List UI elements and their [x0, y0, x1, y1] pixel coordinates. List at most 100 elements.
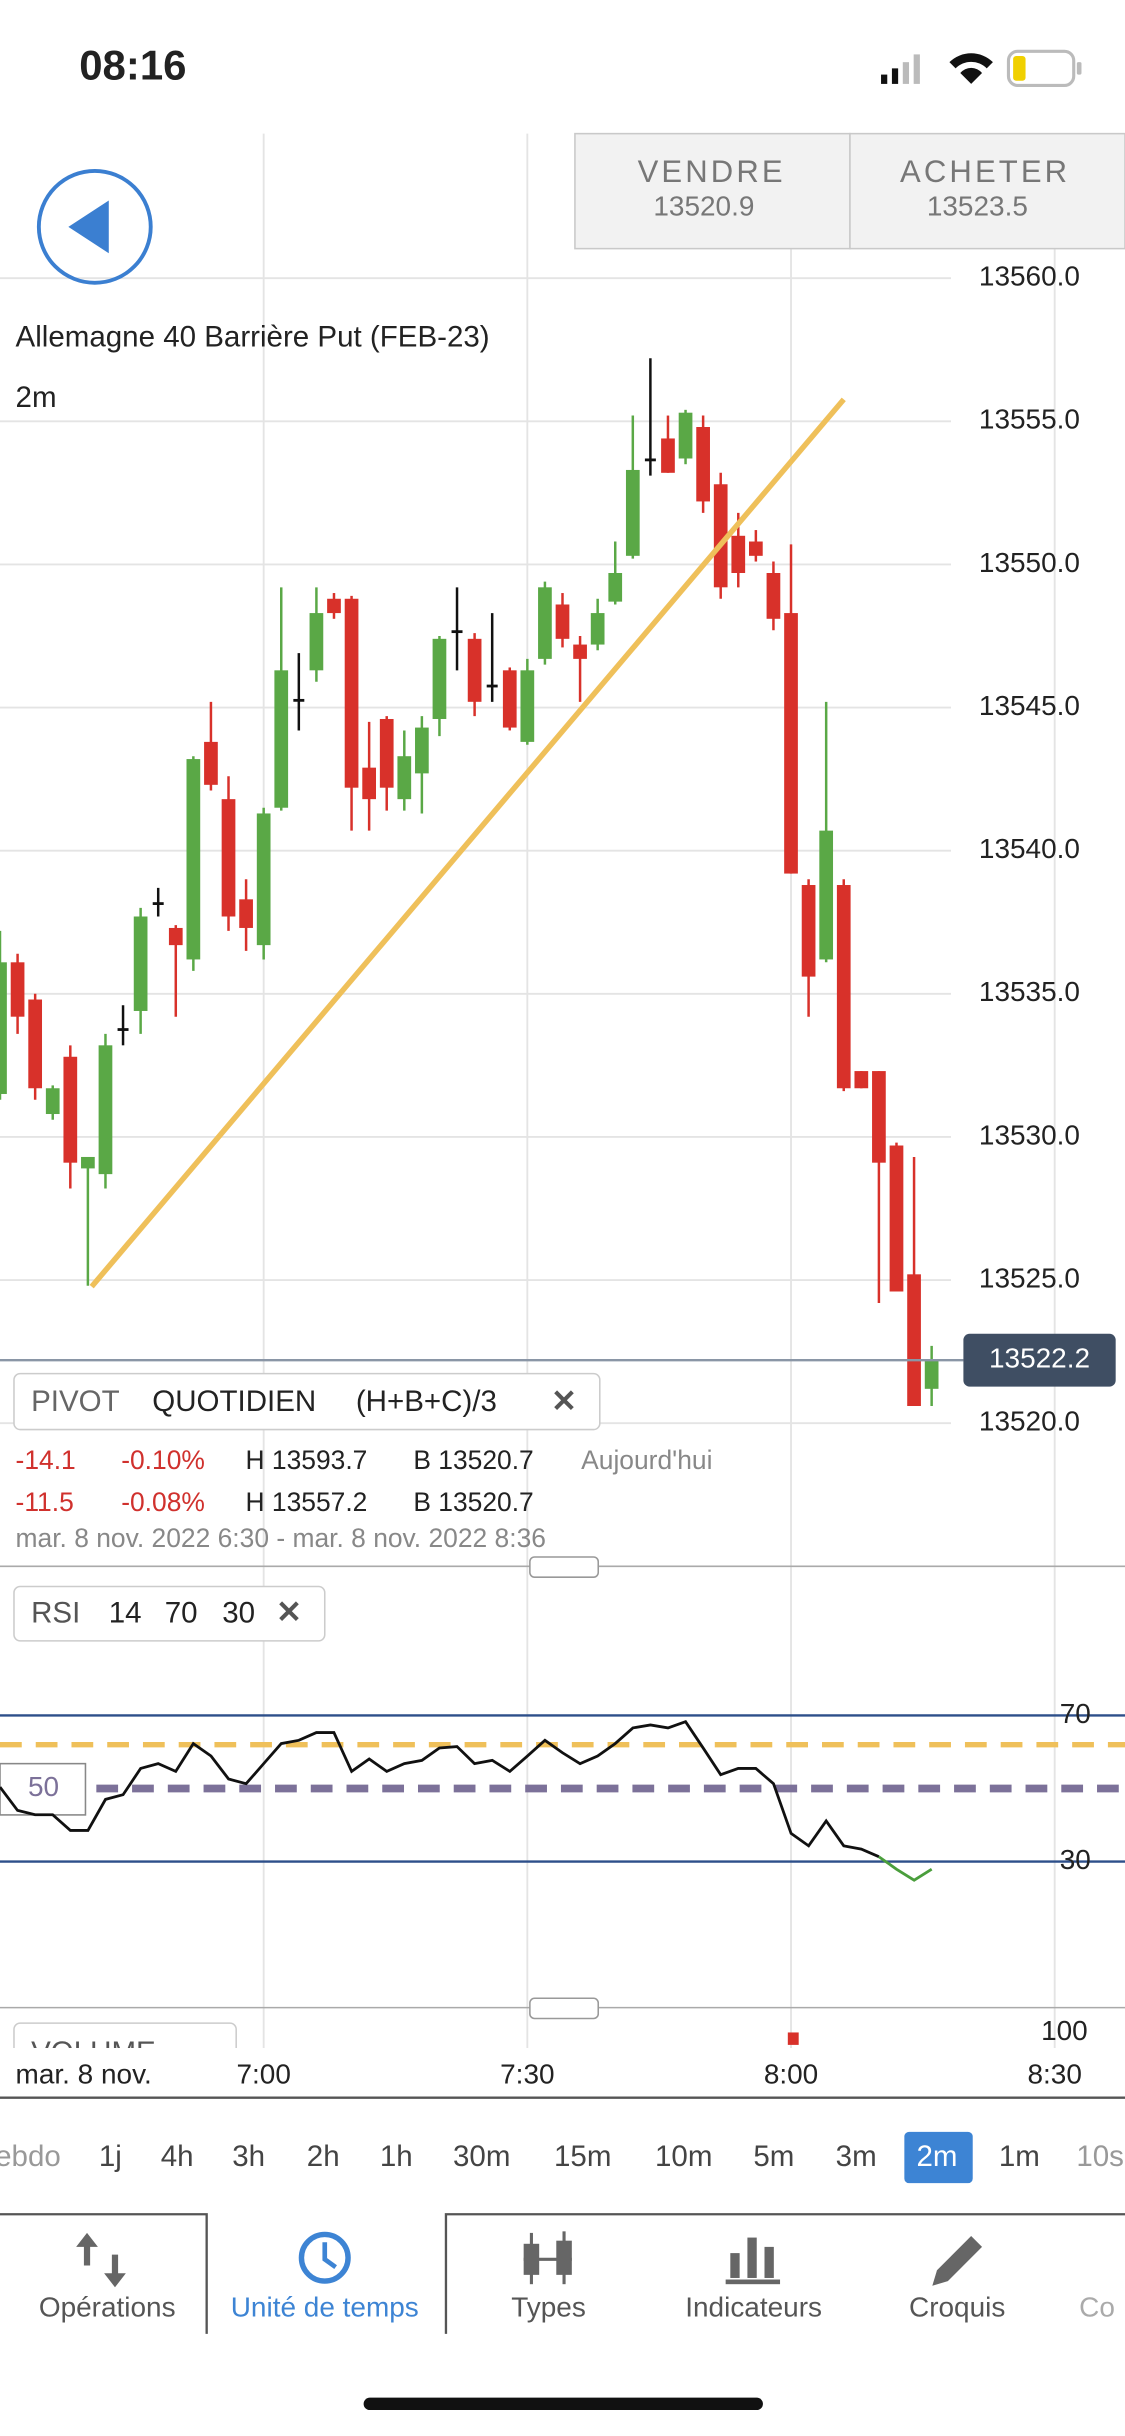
candle-body [221, 799, 236, 917]
change: -11.5 [16, 1487, 74, 1517]
candle-body [836, 885, 851, 1089]
candle-body [555, 604, 570, 639]
candle-body [152, 902, 164, 905]
candle-body [379, 718, 394, 788]
candle-body [749, 541, 763, 556]
candle-body [678, 412, 693, 459]
candle-body [451, 630, 463, 634]
last-price-label: 13522.2 [989, 1343, 1090, 1374]
timeframe[interactable]: 30m [453, 2140, 510, 2173]
period-label: Aujourd'hui [581, 1445, 712, 1475]
candle-body [538, 587, 552, 659]
candle-body [573, 644, 587, 659]
pivot-box[interactable] [13, 1372, 601, 1431]
candle-body [819, 830, 834, 960]
candle-body [731, 535, 746, 573]
chart-title: Allemagne 40 Barrière Put (FEB-23) [16, 321, 490, 354]
y-tick-label: 13555.0 [979, 404, 1080, 435]
back-button[interactable] [36, 168, 153, 285]
high: H 13593.7 [246, 1445, 368, 1475]
tab-bar-border [0, 2213, 1125, 2334]
timeframe[interactable]: 4h [161, 2140, 194, 2173]
tab[interactable]: Croquis [909, 2291, 1005, 2322]
change-percent: -0.10% [121, 1445, 205, 1475]
candle-body [256, 813, 271, 946]
candle-body [344, 598, 359, 788]
timeframe[interactable]: 10s [1076, 2140, 1124, 2173]
y-tick-label: 30 [1060, 1844, 1091, 1875]
timeframe[interactable]: 5m [753, 2140, 794, 2173]
tab[interactable]: Types [511, 2291, 586, 2322]
y-tick-label: 13520.0 [979, 1406, 1080, 1437]
candle-body [81, 1156, 95, 1169]
buy-label: ACHETER [900, 154, 1070, 189]
timeframe[interactable]: 15m [554, 2140, 611, 2173]
trendline-drawing [89, 397, 846, 1289]
candle-body [907, 1274, 921, 1406]
candle-body [168, 927, 183, 946]
candle-body [872, 1071, 886, 1163]
candle-body [28, 999, 43, 1089]
chart-subtitle: 2m [16, 381, 57, 414]
panel-handle[interactable] [529, 1556, 600, 1578]
y-tick-label: 13525.0 [979, 1262, 1080, 1293]
pivot-period: QUOTIDIEN [152, 1385, 316, 1418]
close-icon[interactable]: ✕ [276, 1595, 302, 1630]
timeframe[interactable]: ebdo [0, 2140, 61, 2173]
candle-body [784, 613, 798, 874]
back-arrow [68, 200, 109, 254]
candle-body [486, 684, 498, 688]
panel-handle[interactable] [529, 1997, 600, 2020]
y-tick-label: 13560.0 [979, 261, 1080, 292]
candle-body [204, 741, 218, 785]
candle-body [293, 698, 305, 702]
timeframe[interactable]: 3h [232, 2140, 265, 2173]
close-icon[interactable]: ✕ [551, 1383, 577, 1418]
rsi-line-oversold [878, 1855, 933, 1882]
timeframe[interactable]: 10m [655, 2140, 712, 2173]
y-tick-label: 13535.0 [979, 976, 1080, 1007]
y-tick-label: 13540.0 [979, 833, 1080, 864]
candle-body [889, 1145, 904, 1292]
candle-body [10, 962, 25, 1017]
candle-body [274, 670, 289, 808]
timeframe[interactable]: 1h [380, 2140, 413, 2173]
y-tick-label: 70 [1060, 1698, 1091, 1729]
candle-body [854, 1071, 869, 1089]
tab[interactable]: Opérations [39, 2291, 176, 2322]
volume-tick-label: 100 [1041, 2015, 1088, 2046]
candle-body [924, 1360, 939, 1389]
candle-body [696, 427, 710, 502]
candle-body [713, 484, 728, 588]
pivot-formula: (H+B+C)/3 [356, 1385, 497, 1418]
buy-button[interactable] [849, 132, 1125, 250]
candle-body [467, 638, 482, 702]
pivot-name: PIVOT [31, 1385, 120, 1418]
tab[interactable]: Co [1079, 2291, 1115, 2322]
candle-body [63, 1056, 78, 1163]
candle-body [644, 458, 656, 462]
timeframe-bar: ebdo 1j 4h 3h 2h 1h 30m 15m 10m 5m 3m 2m 1m 10s [0, 2140, 1124, 2173]
low: B 13520.7 [413, 1445, 533, 1475]
rsi-box[interactable] [13, 1585, 326, 1642]
candle-body [0, 962, 7, 1094]
timeframe[interactable]: 1m [999, 2140, 1040, 2173]
rsi-chart: 30 70 50 [0, 1698, 1125, 1882]
overlay: 13520.0 13525.0 13530.0 13535.0 13540.0 13545… [0, 261, 1116, 1437]
candle-body [117, 1028, 129, 1031]
timeframe[interactable]: 2h [307, 2140, 340, 2173]
candle-body [239, 899, 253, 928]
candle-body [502, 670, 517, 728]
timeframe[interactable]: 3m [836, 2140, 877, 2173]
timeframe-selected[interactable]: 2m [916, 2140, 957, 2173]
candle-body [520, 670, 535, 742]
x-axis: 7:00 7:30 8:00 8:30 [236, 2058, 1081, 2089]
home-indicator [363, 2397, 763, 2411]
tab[interactable]: Indicateurs [685, 2291, 822, 2322]
candle-body [625, 469, 640, 556]
change: -14.1 [16, 1445, 76, 1475]
timeframe[interactable]: 1j [99, 2140, 122, 2173]
tab-active[interactable]: Unité de temps [231, 2291, 419, 2322]
candle-body [186, 759, 201, 960]
